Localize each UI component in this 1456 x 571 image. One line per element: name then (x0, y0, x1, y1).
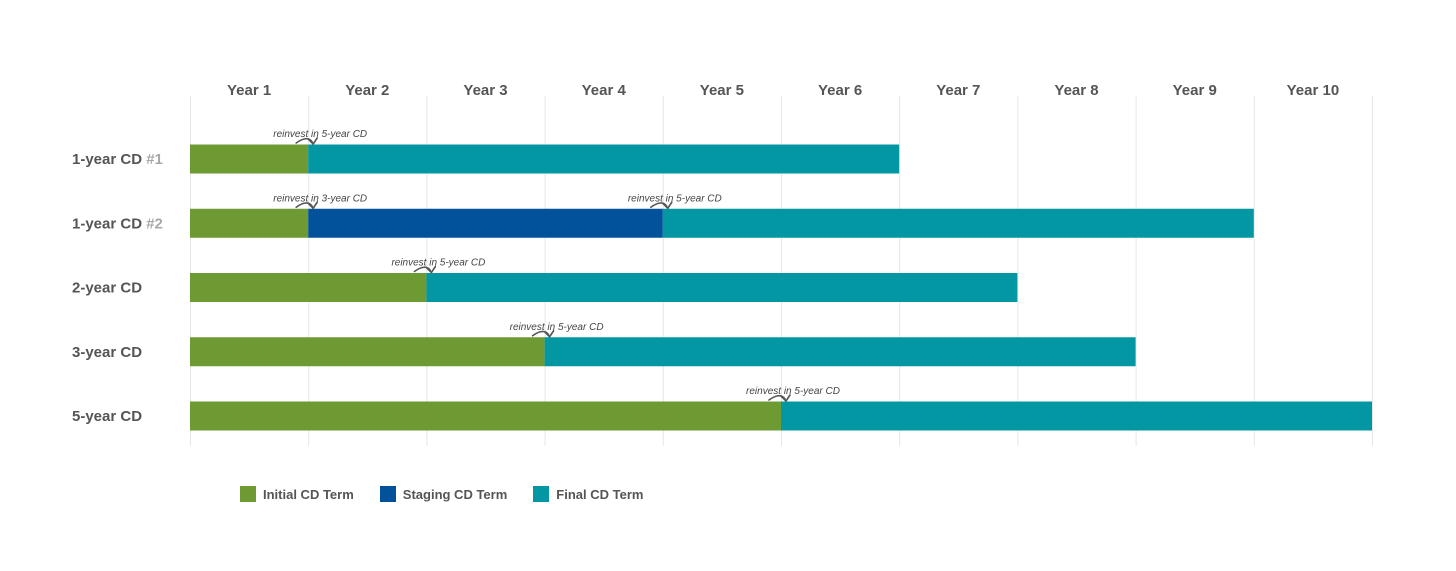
bar-segment-final (426, 273, 1018, 302)
legend-item-initial: Initial CD Term (240, 486, 354, 502)
row-label-suffix: #1 (142, 151, 163, 168)
year-label: Year 3 (463, 82, 507, 99)
annotation-label: reinvest in 3-year CD (273, 193, 367, 204)
row-label-suffix: #2 (142, 215, 163, 232)
row-label-name: 1-year CD (72, 151, 142, 168)
legend: Initial CD Term Staging CD Term Final CD… (240, 486, 643, 502)
curved-arrow-icon (531, 329, 555, 338)
row-label: 3-year CD (72, 344, 142, 361)
bars (190, 144, 1372, 431)
year-header: Year 1 Year 2 Year 3 Year 4 Year 5 Year 6 Year… (227, 82, 1339, 99)
annotations: reinvest in 5-year CD reinvest in 3-year … (273, 129, 840, 402)
row-label: 5-year CD (72, 408, 142, 425)
annotation-label: reinvest in 5-year CD (510, 322, 604, 333)
row-label-name: 1-year CD (72, 215, 142, 232)
bar-segment-final (544, 337, 1136, 367)
row-label: 1-year CD #1 (72, 151, 163, 168)
row-label-name: 2-year CD (72, 280, 142, 297)
annotation-label: reinvest in 5-year CD (391, 258, 485, 269)
curved-arrow-icon (413, 265, 437, 274)
year-label: Year 8 (1054, 82, 1098, 99)
bar-segment-initial (190, 208, 309, 238)
annotation-label: reinvest in 5-year CD (746, 386, 840, 397)
legend-swatch-staging (379, 486, 396, 502)
annotation-label: reinvest in 5-year CD (273, 129, 367, 140)
year-label: Year 6 (818, 82, 862, 99)
legend-label-initial: Initial CD Term (263, 486, 354, 502)
bar-segment-final (662, 208, 1254, 238)
year-label: Year 5 (700, 82, 744, 99)
year-label: Year 9 (1173, 82, 1217, 99)
row-label: 2-year CD (72, 280, 142, 297)
year-label: Year 10 (1287, 82, 1340, 99)
annotation-label: reinvest in 5-year CD (628, 193, 722, 204)
bar-segment-initial (190, 401, 781, 431)
bar-segment-final (308, 144, 900, 174)
legend-swatch-initial (240, 486, 256, 502)
bar-segment-initial (190, 273, 427, 302)
curved-arrow-icon (295, 201, 318, 210)
legend-swatch-final (533, 486, 550, 502)
year-label: Year 1 (227, 82, 271, 99)
bar-segment-final (781, 401, 1372, 431)
curved-arrow-icon (295, 137, 318, 145)
legend-label-staging: Staging CD Term (402, 486, 508, 502)
row-labels: 1-year CD #11-year CD #22-year CD3-year … (72, 151, 163, 425)
year-label: Year 4 (582, 82, 627, 99)
bar-segment-initial (190, 144, 309, 174)
legend-item-final: Final CD Term (533, 486, 643, 502)
row-label-name: 3-year CD (72, 344, 142, 361)
bar-segment-initial (190, 337, 545, 367)
row-label: 1-year CD #2 (72, 215, 163, 232)
year-label: Year 2 (345, 82, 389, 99)
row-label-name: 5-year CD (72, 408, 142, 425)
legend-label-final: Final CD Term (556, 486, 644, 502)
year-label: Year 7 (936, 82, 980, 99)
bar-segment-staging (308, 208, 663, 238)
curved-arrow-icon (650, 201, 673, 210)
legend-item-staging: Staging CD Term (379, 486, 508, 502)
curved-arrow-icon (768, 394, 791, 402)
